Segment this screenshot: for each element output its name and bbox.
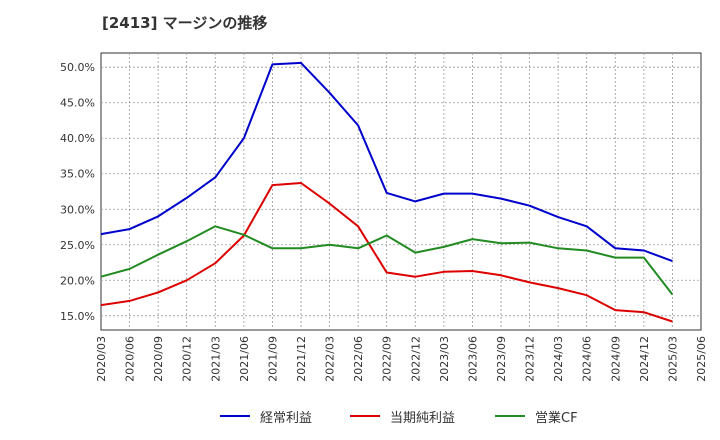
x-tick-label: 2022/12: [409, 336, 422, 382]
x-tick-label: 2025/06: [695, 336, 708, 382]
x-tick-label: 2022/06: [352, 336, 365, 382]
y-tick-label: 30.0%: [60, 203, 95, 216]
x-tick-label: 2021/06: [238, 336, 251, 382]
chart-title: [2413] マージンの推移: [102, 14, 268, 32]
x-tick-label: 2022/03: [324, 336, 337, 382]
x-tick-label: 2020/06: [124, 336, 137, 382]
legend-swatch-eigyo-cf: [495, 415, 525, 417]
y-tick-label: 50.0%: [60, 61, 95, 74]
y-tick-label: 15.0%: [60, 310, 95, 323]
x-tick-label: 2023/06: [466, 336, 479, 382]
legend-swatch-junrieki: [350, 415, 380, 417]
legend-label-junrieki: 当期純利益: [390, 410, 456, 426]
legend-label-eigyo-cf: 営業CF: [535, 410, 578, 426]
y-tick-label: 25.0%: [60, 239, 95, 252]
x-tick-label: 2022/09: [381, 336, 394, 382]
x-axis-ticks: 2020/03 2020/06 2020/09 2020/12 2021/03 2021/…: [95, 336, 708, 382]
y-tick-label: 35.0%: [60, 168, 95, 181]
series-line-1: [100, 182, 673, 323]
x-tick-label: 2025/03: [666, 336, 679, 382]
legend-swatch-keijo: [220, 415, 250, 417]
x-tick-label: 2021/12: [295, 336, 308, 382]
legend-item-junrieki: 当期純利益: [350, 405, 455, 427]
x-tick-label: 2023/03: [438, 336, 451, 382]
plot-area: [100, 52, 702, 331]
x-tick-label: 2024/06: [581, 336, 594, 382]
series-layer: [100, 61, 674, 323]
legend-item-eigyo-cf: 営業CF: [495, 405, 578, 427]
x-tick-label: 2023/09: [495, 336, 508, 382]
legend-item-keijo: 経常利益: [220, 405, 312, 427]
series-line-2: [100, 225, 674, 296]
x-tick-label: 2020/12: [181, 336, 194, 382]
y-tick-label: 45.0%: [60, 97, 95, 110]
series-line-0: [100, 61, 673, 263]
legend: 経常利益 当期純利益 営業CF: [0, 405, 720, 427]
x-tick-label: 2024/03: [552, 336, 565, 382]
x-tick-label: 2020/03: [95, 336, 108, 382]
x-tick-label: 2020/09: [152, 336, 165, 382]
legend-label-keijo: 経常利益: [260, 410, 313, 426]
x-tick-label: 2021/09: [266, 336, 279, 382]
x-tick-label: 2021/03: [209, 336, 222, 382]
y-tick-label: 40.0%: [60, 132, 95, 145]
x-tick-label: 2024/09: [609, 336, 622, 382]
x-tick-label: 2024/12: [638, 336, 651, 382]
y-tick-label: 20.0%: [60, 274, 95, 287]
x-tick-label: 2023/12: [524, 336, 537, 382]
y-axis-ticks: 15.0% 20.0% 25.0% 30.0% 35.0% 40.0% 45.0% 50.0%: [60, 61, 95, 323]
